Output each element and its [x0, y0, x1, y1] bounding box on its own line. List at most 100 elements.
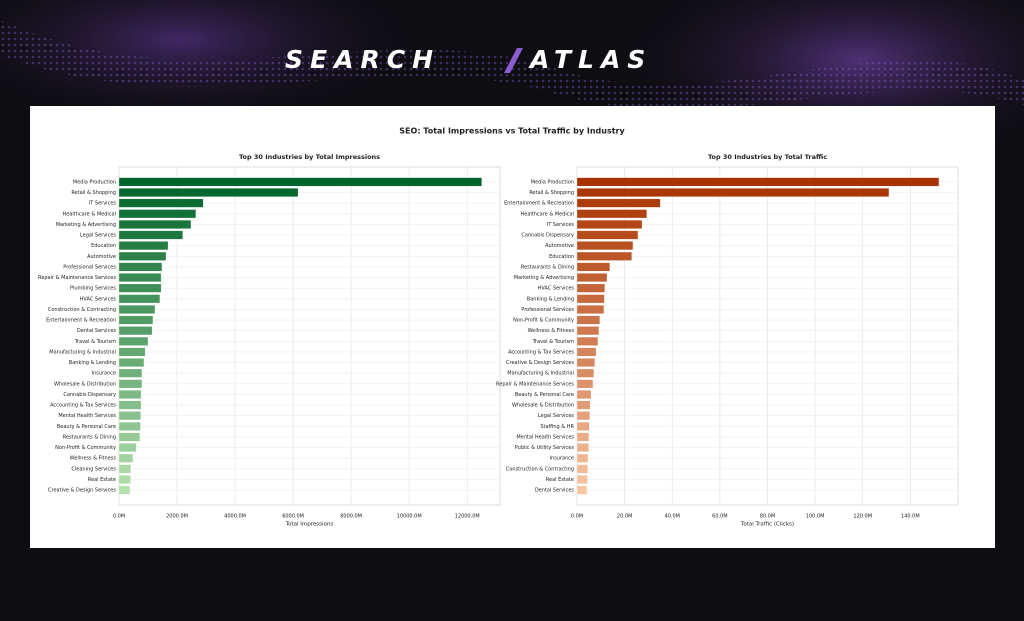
bar: [118, 400, 142, 410]
y-tick-label: Construction & Contracting: [48, 307, 116, 313]
bar: [576, 251, 632, 261]
bar: [118, 198, 204, 208]
brand-right: ATLAS: [528, 45, 652, 74]
bar: [118, 390, 142, 399]
bar: [576, 411, 591, 421]
bar: [576, 241, 634, 251]
x-tick-label: 0.0M: [571, 514, 583, 520]
bar: [118, 315, 154, 325]
bar: [118, 219, 192, 229]
y-tick-label: Professional Services: [63, 264, 116, 270]
y-tick-label: Non-Profit & Community: [513, 318, 574, 324]
bar: [576, 453, 589, 463]
y-tick-label: Entertainment & Recreation: [46, 318, 116, 324]
y-tick-label: Accounting & Tax Services: [50, 403, 116, 409]
bar: [118, 326, 153, 336]
bar: [118, 188, 299, 197]
bar: [118, 305, 156, 314]
bar: [118, 358, 145, 367]
bar: [118, 283, 162, 293]
y-tick-label: Healthcare & Medical: [521, 211, 575, 217]
x-tick-label: 20.0M: [617, 514, 632, 520]
bar: [118, 230, 183, 240]
bar: [118, 273, 162, 282]
x-tick-label: 2000.0M: [166, 514, 188, 520]
bar: [118, 209, 197, 219]
y-tick-label: HVAC Services: [538, 286, 575, 292]
x-tick-label: 6000.0M: [282, 514, 304, 520]
bar: [576, 432, 590, 442]
y-tick-label: Cleaning Services: [71, 466, 116, 472]
y-tick-label: Accounting & Tax Services: [508, 349, 574, 355]
y-tick-label: IT Services: [547, 222, 575, 228]
bar: [576, 283, 606, 293]
y-tick-label: Automotive: [87, 254, 116, 260]
y-tick-label: Education: [91, 243, 116, 249]
bar: [576, 305, 605, 314]
bar: [118, 464, 132, 474]
bar: [576, 326, 600, 336]
bar: [118, 475, 131, 484]
figure-title: SEO: Total Impressions vs Total Traffic …: [399, 127, 625, 136]
bar: [118, 368, 143, 378]
bar: [576, 219, 643, 229]
y-tick-label: Non-Profit & Community: [55, 445, 116, 451]
y-tick-label: Restaurants & Dining: [63, 434, 116, 440]
bar: [118, 485, 131, 495]
y-tick-label: Banking & Lending: [69, 360, 116, 366]
y-tick-label: Professional Services: [521, 307, 574, 313]
bar: [576, 464, 588, 474]
bar: [576, 294, 605, 304]
x-tick-label: 8000.0M: [340, 514, 362, 520]
y-tick-label: Mental Health Services: [516, 434, 574, 440]
y-tick-label: Automotive: [545, 243, 574, 249]
y-tick-label: Beauty & Personal Care: [57, 424, 116, 430]
bar: [118, 379, 143, 389]
y-tick-label: Dental Services: [77, 328, 117, 334]
x-tick-label: 12000.0M: [455, 514, 480, 520]
bar: [576, 177, 940, 187]
x-tick-label: 4000.0M: [224, 514, 246, 520]
y-tick-label: Retail & Shopping: [71, 190, 116, 196]
y-tick-label: Travel & Tourism: [74, 339, 116, 345]
y-tick-label: Marketing & Advertising: [514, 275, 574, 281]
y-tick-label: Dental Services: [535, 488, 575, 494]
y-tick-label: Creative & Design Services: [506, 360, 574, 366]
bar: [576, 273, 608, 282]
bar: [118, 421, 141, 431]
y-tick-label: Repair & Maintenance Services: [496, 381, 574, 387]
bar: [576, 336, 599, 346]
y-tick-label: Media Production: [531, 179, 574, 185]
bar: [576, 209, 647, 219]
y-tick-label: Wholesale & Distribution: [54, 381, 116, 387]
y-tick-label: Healthcare & Medical: [63, 211, 117, 217]
bar: [118, 453, 134, 463]
y-tick-label: Retail & Shopping: [529, 190, 574, 196]
bar: [576, 358, 596, 367]
y-tick-label: Cannabis Dispensary: [63, 392, 116, 398]
y-tick-label: Beauty & Personal Care: [515, 392, 574, 398]
y-tick-label: Media Production: [73, 179, 116, 185]
y-tick-label: Manufacturing & Industrial: [49, 349, 116, 355]
y-tick-label: Restaurants & Dining: [521, 264, 574, 270]
bar: [576, 443, 589, 453]
bar: [576, 230, 639, 240]
y-tick-label: Public & Utility Services: [515, 445, 575, 451]
x-axis-label: Total Traffic (Clicks): [740, 522, 794, 528]
x-tick-label: 140.0M: [901, 514, 920, 520]
bar: [576, 262, 611, 272]
y-tick-label: Entertainment & Recreation: [504, 201, 574, 207]
x-tick-label: 0.0M: [113, 514, 125, 520]
y-tick-label: Repair & Maintenance Services: [38, 275, 116, 281]
bar: [576, 379, 594, 389]
y-tick-label: Real Estate: [546, 477, 574, 483]
x-tick-label: 60.0M: [712, 514, 727, 520]
bar: [118, 241, 169, 251]
bar: [576, 188, 890, 197]
bar: [576, 315, 601, 325]
x-tick-label: 120.0M: [853, 514, 872, 520]
bar: [118, 177, 482, 187]
y-tick-label: Mental Health Services: [58, 413, 116, 419]
y-tick-label: Insurance: [549, 456, 574, 462]
